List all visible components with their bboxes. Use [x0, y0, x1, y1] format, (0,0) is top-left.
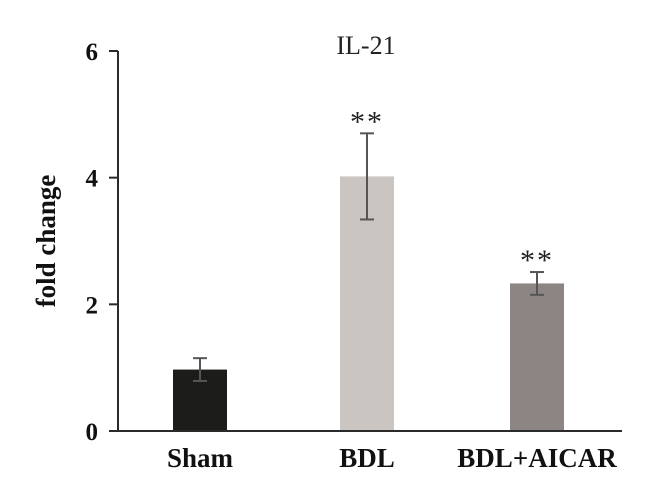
error-bar	[530, 271, 544, 296]
category-label: Sham	[167, 443, 234, 473]
y-tick-label: 6	[86, 39, 99, 66]
error-bar	[193, 357, 207, 382]
bar	[510, 283, 564, 431]
significance-label: **	[520, 244, 554, 277]
category-label: BDL	[339, 443, 395, 473]
category-label: BDL+AICAR	[457, 443, 617, 473]
y-tick-label: 2	[86, 292, 99, 319]
error-bars	[193, 132, 544, 382]
significance-label: **	[350, 105, 384, 138]
axes	[117, 51, 622, 432]
y-tick-label: 0	[86, 419, 99, 446]
y-axis-title: fold change	[31, 175, 61, 308]
y-tick-label: 4	[86, 166, 99, 193]
y-axis-ticks: 0 2 4 6	[86, 39, 118, 446]
error-bar	[360, 132, 374, 221]
significance-labels: ** **	[350, 105, 554, 277]
chart-title: IL-21	[336, 31, 395, 60]
category-labels: Sham BDL BDL+AICAR	[167, 443, 617, 473]
bars	[173, 176, 564, 431]
